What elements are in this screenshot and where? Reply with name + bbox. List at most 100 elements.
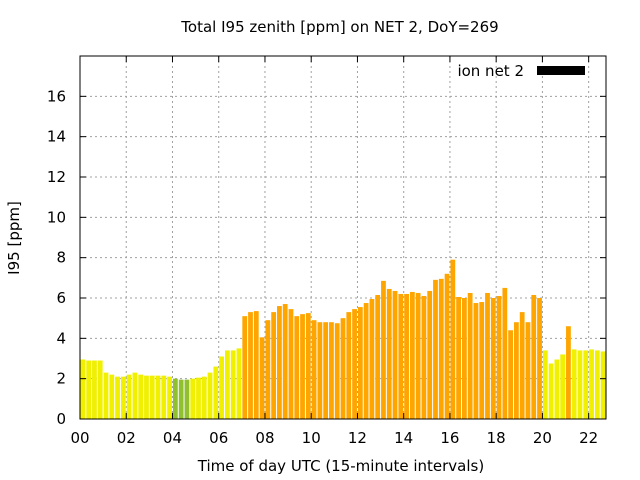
bar [548, 363, 554, 419]
y-tick-label: 16 [47, 87, 66, 105]
x-tick-label: 00 [70, 429, 89, 447]
bar [566, 326, 571, 419]
bar [496, 295, 502, 419]
bar [381, 280, 386, 419]
bar [600, 351, 606, 419]
x-tick-labels: 00 02 04 06 08 10 12 14 16 18 20 22 [70, 429, 598, 447]
x-tick-label: 20 [533, 429, 552, 447]
bar [282, 304, 288, 419]
bar [103, 372, 109, 419]
bar [201, 376, 207, 419]
bar [305, 313, 311, 419]
bar [300, 314, 305, 419]
y-tick-label: 0 [56, 410, 66, 428]
bar [248, 312, 253, 419]
bar [375, 294, 381, 419]
bar [560, 354, 566, 419]
bar [473, 303, 479, 419]
bar [265, 320, 271, 419]
bar [334, 323, 340, 419]
bar [554, 359, 560, 419]
bar [120, 376, 126, 419]
bar [196, 377, 201, 419]
bar [525, 322, 531, 419]
bar [456, 296, 461, 419]
bar [80, 359, 86, 419]
bar [594, 350, 600, 419]
bar [178, 379, 184, 419]
bar [352, 309, 357, 419]
bar [253, 311, 259, 419]
bar [259, 337, 265, 419]
bar [155, 375, 161, 419]
bar [346, 312, 352, 419]
x-axis-label: Time of day UTC (15-minute intervals) [197, 457, 484, 475]
x-tick-label: 18 [487, 429, 506, 447]
bar [213, 366, 219, 419]
bar [490, 298, 496, 419]
bar [369, 299, 375, 419]
y-tick-label: 8 [56, 249, 66, 267]
bar [184, 379, 190, 419]
y-tick-labels: 0 2 4 6 8 10 12 14 16 [47, 87, 66, 428]
plot-frame [79, 55, 607, 420]
bar [450, 259, 456, 419]
bar [409, 291, 415, 419]
bar [467, 292, 473, 419]
bar [415, 292, 421, 419]
bar [92, 360, 97, 419]
bar [294, 316, 300, 419]
y-tick-label: 2 [56, 370, 66, 388]
bar [485, 292, 490, 419]
bar [357, 307, 363, 419]
bar [502, 287, 508, 419]
chart-title: Total I95 zenith [ppm] on NET 2, DoY=269 [180, 18, 498, 36]
bar [542, 350, 548, 419]
x-tick-label: 14 [394, 429, 413, 447]
bar [311, 320, 317, 419]
bar [577, 350, 583, 419]
y-tick-label: 14 [47, 128, 66, 146]
bar [277, 306, 282, 419]
bar [444, 273, 450, 419]
bar [519, 312, 525, 419]
bar [86, 360, 92, 419]
bar [271, 312, 277, 419]
bar [421, 295, 427, 419]
grid [80, 56, 606, 419]
x-tick-label: 12 [348, 429, 367, 447]
bar [386, 288, 392, 419]
y-axis-label: I95 [ppm] [5, 201, 23, 275]
legend: ion net 2 [457, 62, 585, 80]
bar [479, 302, 485, 419]
ticks [79, 56, 606, 420]
bar [329, 322, 334, 419]
bar [340, 318, 346, 419]
bar [161, 375, 167, 419]
bar [109, 374, 115, 419]
bar [583, 350, 589, 419]
legend-label: ion net 2 [457, 62, 524, 80]
bar [323, 322, 329, 419]
bar [144, 375, 149, 419]
legend-swatch [537, 66, 585, 75]
bars [80, 259, 606, 419]
bar [427, 290, 433, 419]
bar [404, 293, 409, 419]
bar [461, 298, 467, 419]
y-tick-label: 6 [56, 289, 66, 307]
bar [242, 316, 248, 419]
bar [126, 374, 132, 419]
bar [236, 348, 242, 419]
bar [508, 330, 514, 419]
y-tick-label: 4 [56, 329, 66, 347]
bar [167, 376, 172, 419]
bar [571, 349, 577, 419]
bar [531, 294, 537, 419]
x-tick-label: 06 [209, 429, 228, 447]
y-tick-label: 10 [47, 208, 66, 226]
bar [433, 279, 438, 419]
bar [219, 356, 225, 419]
bar [363, 303, 369, 419]
